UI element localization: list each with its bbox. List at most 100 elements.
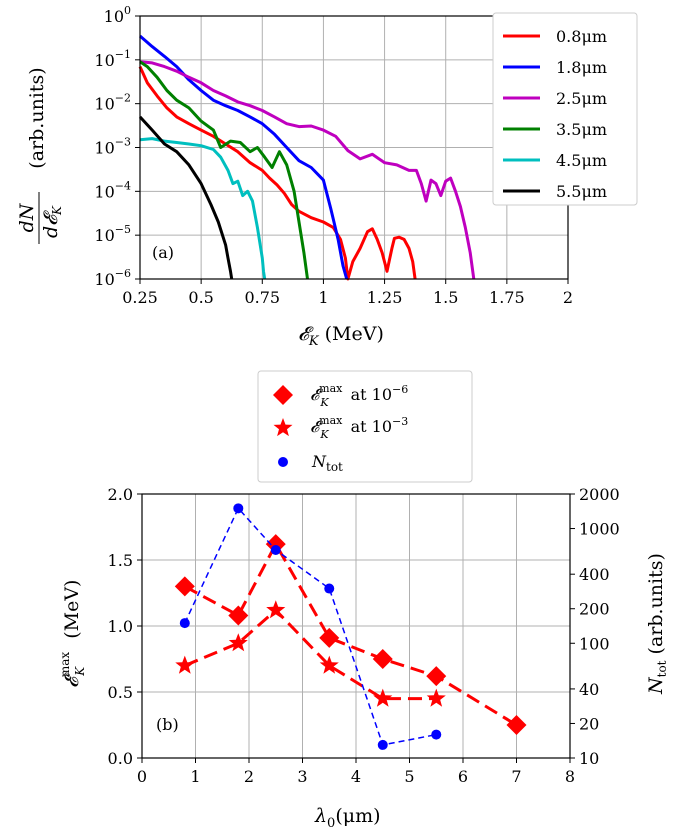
y2-tick-label: 40: [579, 680, 599, 699]
series-line-4.5μm: [139, 137, 267, 280]
legend-circle-marker: [278, 457, 288, 467]
x-tick-label: 1.75: [489, 288, 525, 307]
x-tick-label: 7: [511, 767, 521, 786]
panel-a-ticks: 0.25 0.5 0.75 1 1.25 1.5 1.75 2 10−6 10−5 10−4 10−3…: [94, 4, 573, 307]
panel-a-legend: 0.8μm 1.8μm 2.5μm 3.5μm 4.5μm 5.5μm: [492, 12, 638, 206]
panel-b-label: (b): [156, 715, 179, 734]
series-line-diamond: [184, 541, 518, 727]
x-tick-label: 1: [190, 767, 200, 786]
legend-label: 5.5μm: [556, 182, 607, 201]
y-tick-label: 10−1: [94, 48, 131, 70]
y2-tick-label: 20: [579, 714, 599, 733]
x-tick-label: 1.25: [367, 288, 403, 307]
panel-b-y2label: Ntot (arb.units): [645, 553, 669, 695]
diamond-point: [426, 666, 447, 687]
y-tick-label: 0.0: [108, 749, 133, 768]
y-tick-label: 10−4: [94, 179, 131, 201]
y2-tick-label: 400: [579, 565, 610, 584]
x-tick-label: 8: [565, 767, 575, 786]
ylabel-denominator: d𝓔K: [40, 205, 64, 238]
panel-b-xlabel: λ0(μm): [314, 805, 381, 831]
y-tick-label: 1.5: [108, 551, 133, 570]
y2-tick-label: 100: [579, 634, 610, 653]
y2-tick-label: 10: [579, 749, 599, 768]
x-tick-label: 1: [318, 288, 328, 307]
y-tick-label: 0.5: [108, 683, 133, 702]
x-tick-label: 0: [137, 767, 147, 786]
legend-star-marker: [273, 418, 293, 437]
panel-b: 0 1 2 3 4 5 6 7 8 0.0 0.5 1.0 1.5 2.0 10 20 40 100 200 400 1…: [58, 485, 669, 831]
x-tick-label: 6: [458, 767, 468, 786]
y-tick-label: 10−5: [94, 223, 131, 245]
legend-label: 1.8μm: [556, 58, 607, 77]
x-tick-label: 5: [404, 767, 414, 786]
circle-point: [179, 618, 190, 629]
ylabel-numerator: dN: [16, 202, 38, 232]
y-tick-label: 2.0: [108, 485, 133, 504]
diamond-point: [372, 649, 393, 669]
diamond-point: [265, 534, 286, 555]
circle-point: [377, 739, 388, 750]
diamond-point: [228, 605, 249, 626]
series-line-2.5μm: [139, 60, 476, 280]
legend-label: 0.8μm: [556, 27, 607, 46]
x-tick-label: 0.75: [244, 288, 280, 307]
star-point: [426, 688, 446, 707]
series-line-1.8μm: [139, 34, 349, 280]
legend-diamond-marker: [273, 385, 293, 405]
x-tick-label: 1.5: [433, 288, 458, 307]
svg-text:Ntot: Ntot: [311, 452, 343, 474]
circle-point: [270, 545, 281, 556]
y-tick-label: 10−2: [94, 92, 131, 114]
series-line-circle: [184, 506, 437, 746]
x-tick-label: 2: [244, 767, 254, 786]
y-tick-label: 10−3: [94, 136, 131, 158]
series-line-5.5μm: [138, 115, 234, 280]
panel-a: 0.25 0.5 0.75 1 1.25 1.5 1.75 2 10−6 10−5 10−4 10−3…: [16, 4, 638, 349]
diamond-point: [506, 715, 527, 735]
diamond-point: [319, 627, 340, 648]
legend-label: 4.5μm: [556, 151, 607, 170]
x-tick-label: 3: [297, 767, 307, 786]
svg-text:Ntot (arb.units): Ntot (arb.units): [645, 553, 669, 695]
panel-b-ylabel: 𝓔maxK (MeV): [58, 580, 87, 688]
diamond-point: [174, 576, 195, 597]
y-tick-label: 10−6: [94, 267, 131, 289]
panel-a-ylabel: dN d𝓔K (arb.units): [16, 67, 64, 244]
legend-label: 2.5μm: [556, 89, 607, 108]
panel-b-series: [174, 503, 527, 750]
series-line-star: [184, 608, 437, 701]
panel-a-label: (a): [152, 243, 174, 262]
circle-point: [233, 503, 244, 514]
y2-tick-label: 1000: [579, 520, 620, 539]
star-point: [373, 688, 393, 707]
series-line-0.8μm: [138, 65, 417, 281]
y2-tick-label: 200: [579, 600, 610, 619]
star-point: [228, 633, 248, 652]
y-tick-label: 100: [104, 4, 131, 26]
svg-text:𝓔maxK (MeV): 𝓔maxK (MeV): [58, 580, 87, 688]
panel-a-series: [138, 34, 476, 281]
legend-b-item-ntot: Ntot: [278, 452, 343, 474]
star-point: [319, 655, 339, 674]
x-tick-label: 0.25: [122, 288, 158, 307]
ylabel-unit: (arb.units): [26, 67, 48, 168]
panel-a-xlabel: 𝓔K (MeV): [298, 323, 384, 349]
x-tick-label: 0.5: [188, 288, 213, 307]
legend-label: 3.5μm: [556, 120, 607, 139]
x-tick-label: 4: [351, 767, 361, 786]
circle-point: [431, 729, 442, 740]
star-point: [266, 600, 286, 619]
circle-point: [324, 583, 335, 594]
series-line-3.5μm: [139, 60, 309, 280]
y-tick-label: 1.0: [108, 617, 133, 636]
y2-tick-label: 2000: [579, 485, 620, 504]
x-tick-label: 2: [563, 288, 573, 307]
star-point: [175, 655, 195, 674]
